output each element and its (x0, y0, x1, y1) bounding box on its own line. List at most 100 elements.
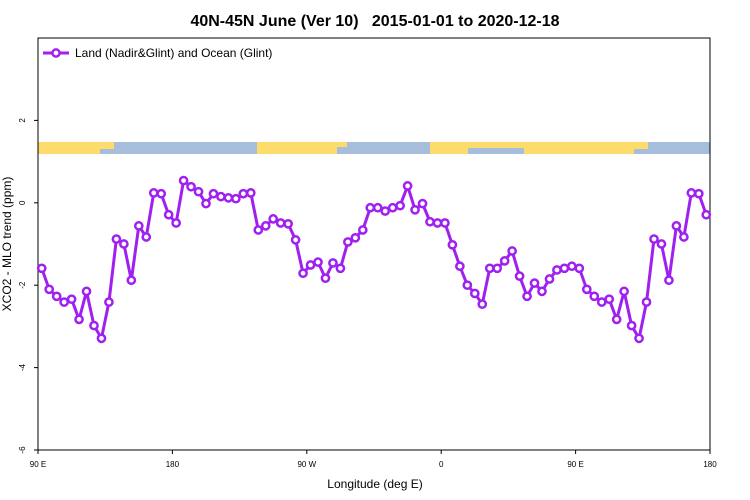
land-band (634, 142, 648, 149)
point (111, 234, 122, 244)
point (178, 175, 189, 186)
point (544, 274, 555, 284)
point (596, 297, 607, 307)
point (186, 181, 196, 192)
point (223, 193, 234, 203)
point (305, 260, 316, 270)
point (387, 202, 398, 213)
point (410, 204, 420, 215)
chart-title: 40N-45N June (Ver 10) 2015-01-01 to 2020… (190, 13, 559, 30)
series-line (40, 177, 708, 343)
point (171, 218, 181, 228)
point (671, 221, 682, 231)
point (537, 286, 547, 297)
point (649, 234, 659, 244)
point (51, 291, 62, 302)
legend-marker (51, 48, 61, 58)
point (529, 278, 540, 288)
land-band (100, 142, 114, 149)
point (552, 265, 562, 275)
point (417, 198, 428, 209)
point (395, 200, 405, 211)
point (462, 280, 473, 291)
point (44, 284, 55, 295)
point (163, 209, 174, 220)
point (589, 291, 600, 302)
point (611, 314, 622, 325)
point (96, 333, 107, 344)
point (193, 186, 204, 197)
point (275, 218, 286, 228)
point (559, 263, 570, 274)
point (693, 188, 704, 199)
land-band (468, 142, 524, 148)
point (372, 202, 383, 213)
point (148, 188, 159, 198)
y-tick-label: -4 (18, 363, 27, 371)
point (469, 288, 480, 299)
point (268, 214, 279, 224)
land-band (337, 142, 347, 147)
plot-frame (37, 37, 711, 451)
point (402, 181, 413, 191)
point (440, 218, 450, 228)
point (208, 188, 219, 199)
point (357, 225, 368, 235)
point (477, 299, 488, 310)
point (298, 268, 308, 279)
point (141, 232, 152, 242)
point (335, 263, 346, 274)
land-band (38, 142, 100, 154)
x-axis-label: Longitude (deg E) (327, 477, 422, 491)
point (432, 218, 443, 228)
point (455, 261, 465, 272)
point (656, 239, 667, 249)
point (641, 297, 652, 307)
point (81, 286, 92, 297)
point (328, 258, 338, 268)
point (66, 294, 77, 305)
point (320, 273, 331, 284)
point (238, 188, 249, 199)
point (260, 221, 271, 231)
point (36, 263, 47, 274)
y-tick-label: 2 (18, 118, 27, 123)
point (380, 206, 391, 216)
x-tick-label: 90 E (30, 460, 46, 469)
point (290, 235, 301, 245)
land-ocean-strip (38, 142, 710, 154)
x-tick-label: 90 E (567, 460, 583, 469)
point (283, 218, 293, 229)
point (499, 256, 510, 266)
point (634, 333, 644, 344)
point (89, 320, 99, 331)
point (59, 297, 69, 307)
y-tick-label: -2 (18, 281, 27, 289)
point (679, 232, 689, 242)
point (507, 246, 517, 256)
point (156, 188, 167, 199)
point (686, 188, 697, 198)
point (484, 263, 495, 274)
point (574, 263, 585, 274)
x-tick-label: 0 (439, 460, 444, 469)
y-tick-label: -6 (18, 446, 27, 454)
point (492, 263, 503, 274)
point (74, 314, 84, 325)
legend-label: Land (Nadir&Glint) and Ocean (Glint) (75, 46, 272, 60)
point (604, 294, 615, 305)
point (664, 275, 674, 286)
point (343, 237, 353, 247)
point (126, 275, 137, 286)
point (313, 257, 323, 267)
point (216, 191, 226, 202)
point (245, 188, 256, 198)
x-tick-label: 180 (166, 460, 180, 469)
y-axis-label: XCO2 - MLO trend (ppm) (0, 177, 14, 312)
land-band (257, 142, 337, 154)
point (567, 261, 577, 272)
land-band (524, 142, 634, 154)
point (581, 284, 592, 295)
point (522, 291, 532, 302)
